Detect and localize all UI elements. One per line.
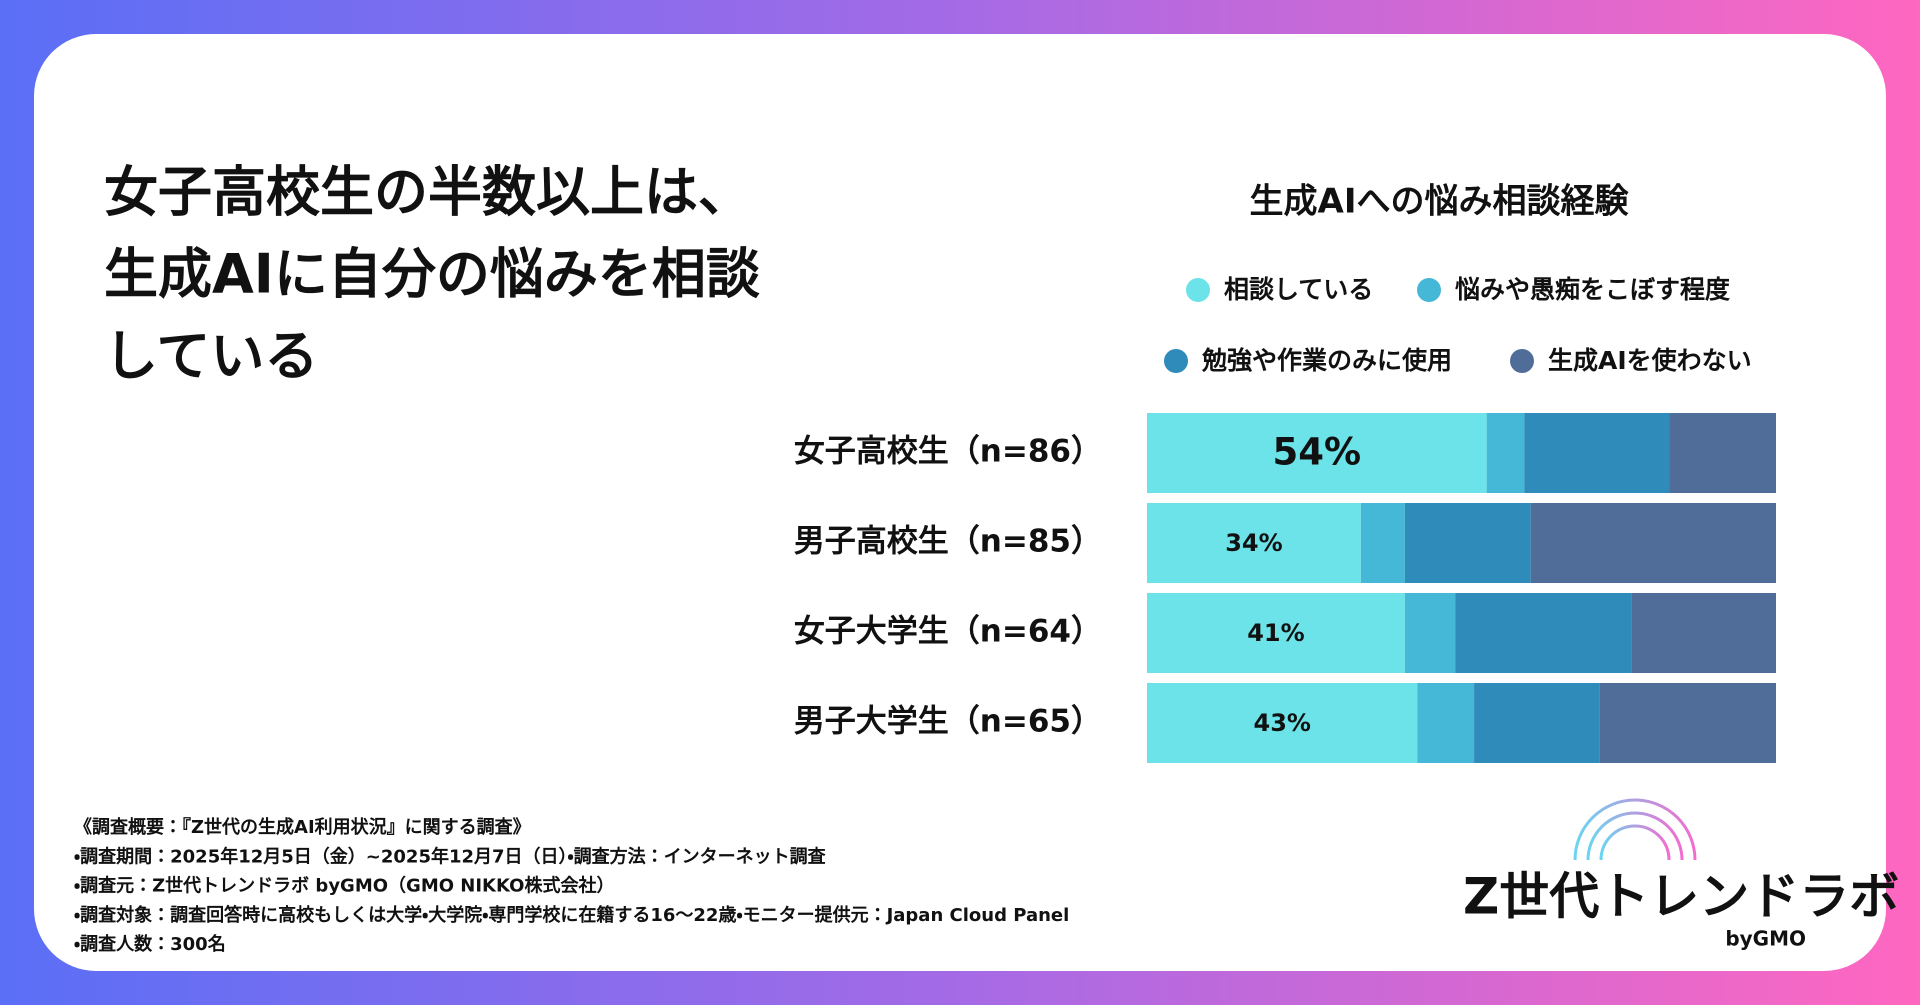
- bar-segment: [1360, 503, 1405, 583]
- bar-segment: [1530, 503, 1776, 583]
- legend-label: 相談している: [1224, 275, 1373, 304]
- value-label: 34%: [1225, 529, 1282, 557]
- logo-name: Z世代トレンドラボ: [1463, 868, 1899, 926]
- legend-dot: [1417, 278, 1441, 302]
- category-label: 男子大学生（n=65）: [794, 704, 1102, 740]
- bar-segment: [1417, 683, 1475, 763]
- value-label: 54%: [1273, 431, 1362, 474]
- bar-segment: [1147, 593, 1405, 673]
- category-label: 女子大学生（n=64）: [794, 614, 1102, 650]
- bar-segment: [1631, 593, 1776, 673]
- legend-label: 悩みや愚痴をこぼす程度: [1455, 275, 1730, 304]
- bar-segment: [1524, 413, 1670, 493]
- note: ・調査元：Z世代トレンドラボ byGMO（GMO NIKKO株式会社）: [74, 875, 614, 897]
- legend-label: 生成AIを使わない: [1548, 346, 1752, 375]
- legend-label: 勉強や作業のみに使用: [1201, 346, 1452, 375]
- note: ・調査人数：300名: [74, 933, 226, 955]
- chart-title: 生成AIへの悩み相談経験: [1250, 182, 1630, 222]
- note: ・調査期間：2025年12月5日（金）~2025年12月7日（日）・調査方法：イ…: [74, 845, 826, 867]
- bar-segment: [1404, 593, 1456, 673]
- headline: 女子高校生の半数以上は、: [104, 161, 752, 224]
- bar-segment: [1474, 683, 1600, 763]
- legend-dot: [1510, 349, 1534, 373]
- headline: している: [104, 325, 318, 388]
- bar-segment: [1455, 593, 1632, 673]
- value-label: 43%: [1254, 709, 1311, 737]
- value-label: 41%: [1247, 619, 1304, 647]
- bar-segment: [1404, 503, 1531, 583]
- legend-dot: [1164, 349, 1188, 373]
- bar-segment: [1599, 683, 1776, 763]
- note: ・調査対象：調査回答時に高校もしくは大学・大学院・専門学校に在籍する16〜22歳…: [74, 904, 1069, 926]
- bar-segment: [1669, 413, 1776, 493]
- category-label: 男子高校生（n=85）: [794, 524, 1102, 560]
- bar-segment: [1147, 413, 1487, 493]
- logo-by: byGMO: [1725, 927, 1806, 951]
- headline: 生成AIに自分の悩みを相談: [104, 243, 760, 306]
- legend-dot: [1186, 278, 1210, 302]
- bar-segment: [1486, 413, 1525, 493]
- category-label: 女子高校生（n=86）: [794, 434, 1102, 470]
- logo-icon: [1573, 798, 1697, 861]
- bar-segment: [1147, 683, 1418, 763]
- note: 《調査概要：『Z世代の生成AI利用状況』に関する調査》: [74, 816, 531, 838]
- bar-segment: [1147, 503, 1361, 583]
